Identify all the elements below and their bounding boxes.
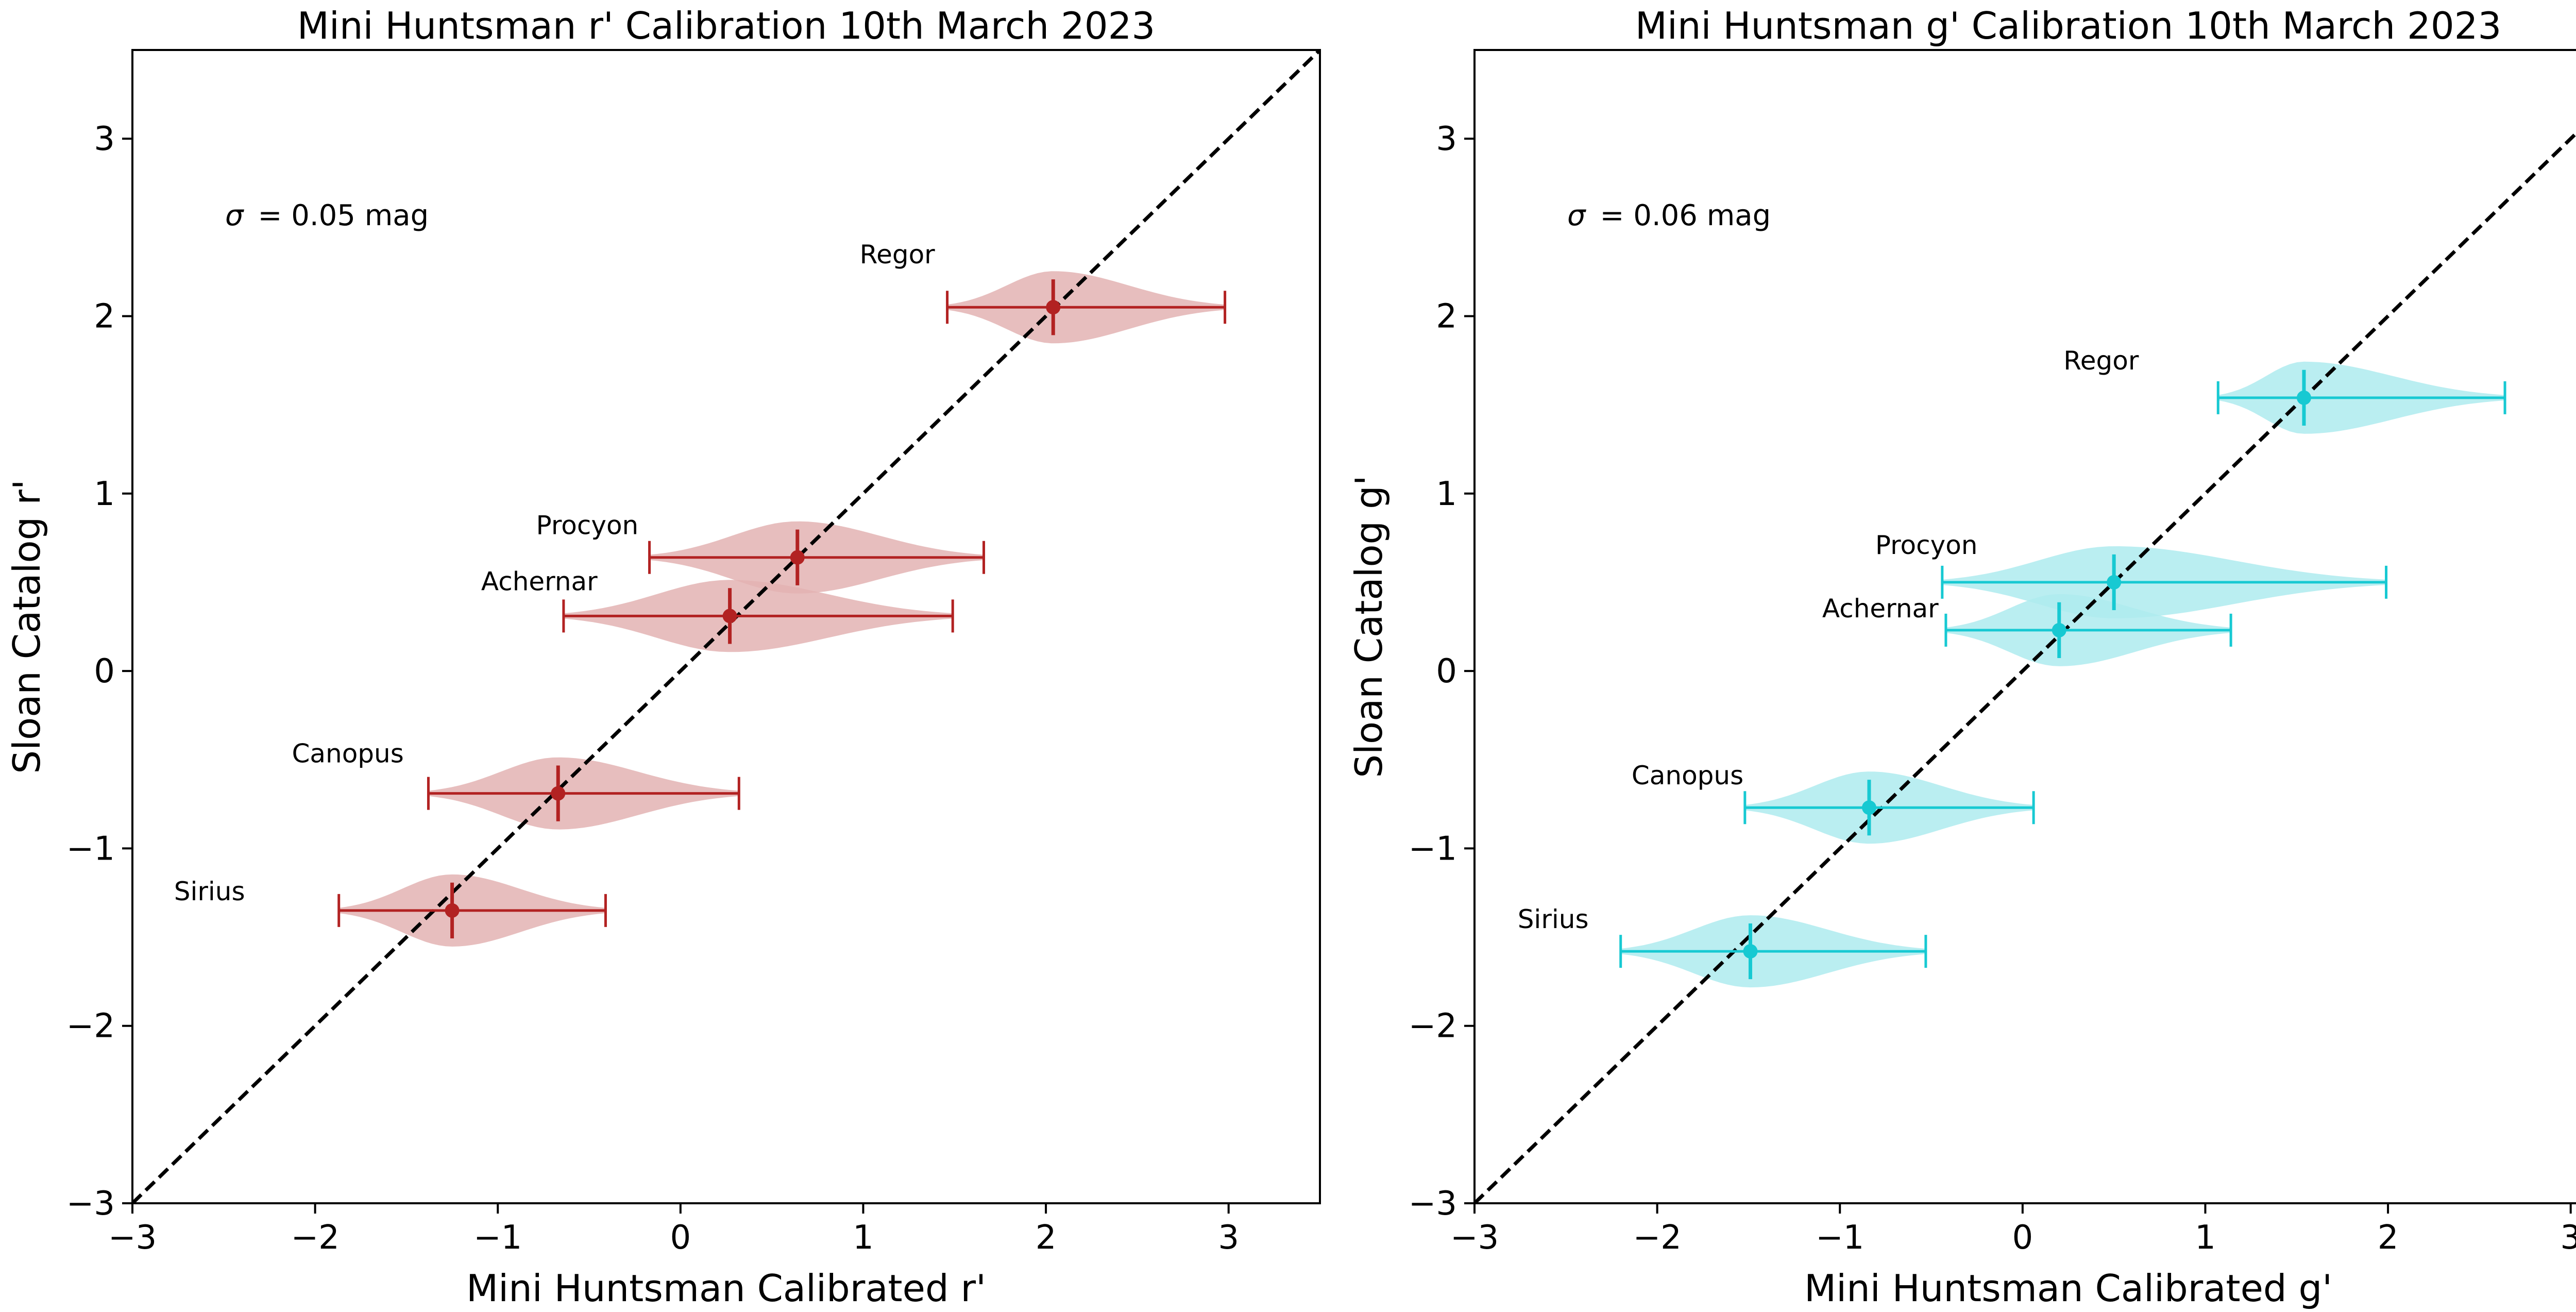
g-y-axis-label: Sloan Catalog g' (1347, 475, 1391, 778)
g-y-tick-label: 2 (1436, 297, 1457, 335)
g-point-regor (2296, 390, 2311, 405)
r-y-tick-label: 1 (94, 475, 115, 513)
r-reference-line (132, 50, 1320, 1203)
g-calibration-panel: Mini Huntsman g' Calibration 10th March … (1347, 4, 2576, 1310)
g-y-tick-label: −3 (1409, 1185, 1457, 1223)
r-label-procyon: Procyon (536, 511, 639, 541)
r-label-regor: Regor (860, 240, 936, 270)
g-errorbar-canopus (1743, 791, 2035, 825)
r-y-tick-label: 0 (94, 652, 115, 691)
g-y-tick-label: −1 (1409, 830, 1457, 868)
g-chart-title: Mini Huntsman g' Calibration 10th March … (1635, 4, 2502, 47)
g-label-achernar: Achernar (1822, 594, 1939, 624)
g-errorbar-procyon (1941, 565, 2388, 599)
r-axes-frame (131, 49, 1321, 1204)
g-reference-line (1475, 131, 2576, 1203)
r-y-tick-label: 3 (94, 120, 115, 158)
r-calibration-panel: Mini Huntsman r' Calibration 10th March … (5, 4, 1321, 1310)
g-errorbar-sirius (1619, 935, 1927, 968)
r-sigma-annotation: σ = 0.05 mag (225, 199, 429, 232)
r-point-canopus (551, 786, 566, 801)
r-errorbar-sirius (337, 894, 607, 927)
r-y-tick-label: −1 (66, 830, 115, 868)
g-x-axis-label: Mini Huntsman Calibrated g' (1804, 1267, 2332, 1310)
r-x-tick-label: 2 (1036, 1219, 1057, 1257)
r-x-tick-label: −1 (473, 1219, 522, 1257)
r-y-axis-label: Sloan Catalog r' (5, 479, 48, 773)
r-label-sirius: Sirius (174, 877, 245, 906)
r-point-sirius (445, 903, 460, 918)
g-y-tick-label: 0 (1436, 652, 1457, 691)
r-errorbar-procyon (648, 541, 986, 574)
g-x-tick-label: −1 (1816, 1219, 1864, 1257)
r-x-tick-label: 1 (853, 1219, 874, 1257)
g-label-canopus: Canopus (1632, 761, 1743, 790)
g-point-achernar (2052, 623, 2066, 637)
g-y-tick-label: 1 (1436, 475, 1457, 513)
g-y-tick-label: −2 (1409, 1007, 1457, 1046)
r-label-canopus: Canopus (292, 739, 403, 769)
r-x-tick-label: 3 (1218, 1219, 1239, 1257)
g-axes-frame (1473, 49, 2576, 1204)
g-errorbar-regor (2216, 381, 2506, 414)
g-x-tick-label: 0 (2012, 1219, 2033, 1257)
r-chart-title: Mini Huntsman r' Calibration 10th March … (297, 4, 1155, 47)
r-label-achernar: Achernar (481, 566, 598, 596)
r-y-tick-label: −3 (66, 1185, 115, 1223)
r-errorbar-achernar (562, 599, 954, 633)
g-errorbar-achernar (1944, 613, 2232, 647)
r-x-tick-label: −2 (291, 1219, 339, 1257)
r-point-regor (1046, 300, 1061, 315)
g-x-tick-label: 2 (2378, 1219, 2399, 1257)
r-point-achernar (722, 609, 737, 624)
r-x-tick-label: −3 (108, 1219, 157, 1257)
g-point-canopus (1861, 800, 1876, 815)
r-errorbar-canopus (427, 777, 740, 810)
g-y-tick-label: 3 (1436, 120, 1457, 158)
g-label-regor: Regor (2063, 346, 2139, 376)
g-x-tick-label: −3 (1450, 1219, 1499, 1257)
g-point-sirius (1743, 944, 1758, 959)
r-y-tick-label: 2 (94, 297, 115, 335)
r-x-tick-label: 0 (670, 1219, 691, 1257)
g-sigma-annotation: σ = 0.06 mag (1567, 199, 1771, 232)
g-label-sirius: Sirius (1518, 904, 1589, 934)
r-point-procyon (790, 550, 805, 565)
g-point-procyon (2107, 575, 2122, 590)
g-x-tick-label: 1 (2195, 1219, 2216, 1257)
g-x-tick-label: 3 (2560, 1219, 2576, 1257)
r-x-axis-label: Mini Huntsman Calibrated r' (466, 1267, 986, 1310)
g-x-tick-label: −2 (1633, 1219, 1681, 1257)
g-label-procyon: Procyon (1875, 530, 1978, 560)
r-y-tick-label: −2 (66, 1007, 115, 1046)
r-errorbar-regor (946, 291, 1227, 324)
